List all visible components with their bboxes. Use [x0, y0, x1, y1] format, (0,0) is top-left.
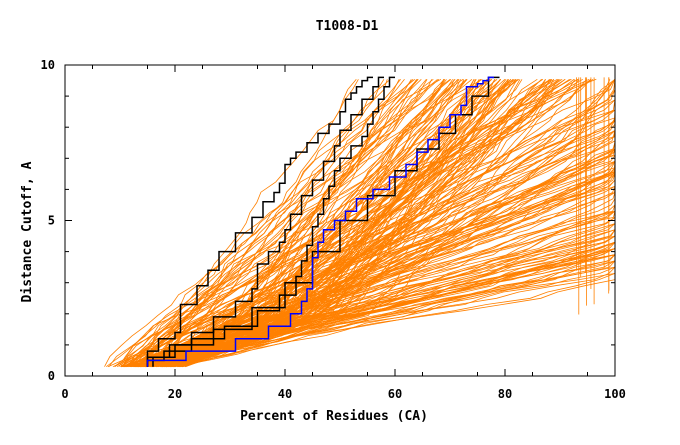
model-line [146, 192, 616, 368]
model-line [173, 273, 616, 368]
model-line [165, 242, 616, 368]
model-line [133, 129, 616, 368]
model-line [138, 79, 433, 367]
model-line [134, 242, 616, 368]
highlight-series-line-5 [146, 76, 494, 367]
model-line [158, 120, 616, 367]
axis-ticks: 0 20 40 60 80 100 0 5 10 [41, 58, 626, 401]
model-line [166, 210, 616, 368]
highlighted-model-lines [146, 76, 500, 367]
model-line [170, 179, 616, 368]
model-line [104, 79, 405, 367]
model-line [146, 79, 445, 367]
highlight-series-line-1 [146, 76, 373, 367]
model-line [154, 79, 412, 368]
model-line [122, 79, 359, 367]
model-line [178, 78, 434, 367]
model-line [168, 142, 616, 368]
x-tick-label: 80 [498, 387, 512, 401]
model-line [184, 79, 616, 368]
model-line [126, 148, 616, 368]
model-line [182, 79, 446, 368]
model-line [148, 130, 616, 368]
model-line [177, 79, 611, 368]
model-line [165, 217, 616, 368]
model-line [145, 78, 516, 368]
model-line [165, 167, 616, 368]
x-tick-label: 0 [61, 387, 68, 401]
y-tick-label: 0 [48, 369, 55, 383]
model-line [142, 78, 616, 367]
model-line [122, 223, 616, 368]
y-tick-label: 10 [41, 58, 55, 72]
model-line [125, 78, 416, 368]
chart-title: T1008-D1 [316, 19, 379, 34]
x-tick-label: 60 [388, 387, 402, 401]
model-line [130, 79, 388, 367]
model-line [122, 117, 616, 368]
model-line [145, 229, 616, 368]
model-line [120, 140, 616, 368]
model-line [155, 223, 616, 368]
y-tick-label: 5 [48, 214, 55, 228]
model-line [165, 79, 616, 368]
x-tick-label: 100 [604, 387, 626, 401]
model-line [181, 79, 616, 368]
model-line [168, 167, 616, 368]
highlight-series-line-3 [146, 76, 395, 367]
model-line [170, 78, 473, 367]
x-tick-label: 40 [278, 387, 292, 401]
x-axis-label: Percent of Residues (CA) [240, 409, 428, 424]
model-line [116, 78, 442, 368]
model-line [138, 79, 417, 368]
model-line [131, 79, 385, 368]
model-line [143, 79, 428, 368]
highlight-series-line-2 [152, 76, 384, 367]
y-axis-label: Distance Cutoff, A [20, 161, 35, 302]
model-line [130, 136, 616, 368]
model-line [134, 117, 616, 368]
x-tick-label: 20 [168, 387, 182, 401]
model-line [151, 260, 616, 368]
